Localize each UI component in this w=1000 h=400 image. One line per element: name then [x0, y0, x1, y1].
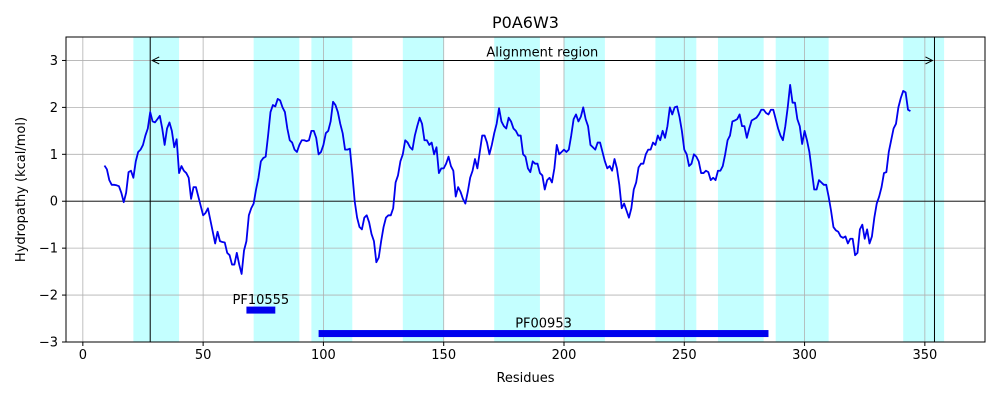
y-tick-label: 2: [50, 101, 58, 116]
y-axis-ticks: −3 −2 −1 0 1 2 3: [39, 54, 66, 351]
y-tick-label: −1: [39, 242, 58, 257]
shaded-region-8: [775, 37, 829, 342]
alignment-arrow-right-head: [925, 56, 934, 65]
y-tick-label: 0: [50, 195, 58, 210]
shaded-region-7: [717, 37, 764, 342]
domain-bars: PF10555 PF00953: [233, 293, 769, 338]
shaded-region-4: [494, 37, 540, 342]
domain-label-PF10555: PF10555: [233, 293, 290, 308]
x-axis-label: Residues: [496, 371, 554, 386]
shaded-region-2: [311, 37, 353, 342]
alignment-region: Alignment region: [149, 37, 935, 342]
y-tick-label: 1: [50, 148, 58, 163]
hydropathy-line: [103, 83, 911, 275]
shaded-region-0: [133, 37, 180, 342]
x-tick-label: 250: [672, 348, 697, 363]
domain-bar-PF10555: [246, 306, 276, 314]
alignment-arrow-left-head: [151, 56, 160, 65]
shaded-region-3: [402, 37, 444, 342]
x-tick-label: 300: [792, 348, 817, 363]
plot-frame: [65, 36, 986, 343]
y-axis-label: Hydropathy (kcal/mol): [14, 117, 29, 262]
shaded-region-1: [253, 37, 300, 342]
x-tick-label: 350: [912, 348, 937, 363]
x-tick-label: 0: [79, 348, 87, 363]
y-tick-label: 3: [50, 54, 58, 69]
y-tick-label: −2: [39, 289, 58, 304]
shaded-region-5: [563, 37, 605, 342]
x-tick-label: 200: [552, 348, 577, 363]
shaded-region-6: [655, 37, 697, 342]
domain-bar-PF00953: [318, 330, 769, 338]
chart-title: P0A6W3: [492, 13, 559, 32]
shaded-regions: [133, 37, 945, 342]
shaded-region-9: [903, 37, 945, 342]
x-axis-ticks: 0 50 100 150 200 250 300 350: [79, 342, 937, 363]
alignment-label: Alignment region: [486, 45, 598, 60]
x-tick-label: 50: [195, 348, 212, 363]
x-tick-label: 100: [311, 348, 336, 363]
y-tick-label: −3: [39, 336, 58, 351]
x-tick-label: 150: [431, 348, 456, 363]
domain-label-PF00953: PF00953: [515, 317, 572, 332]
